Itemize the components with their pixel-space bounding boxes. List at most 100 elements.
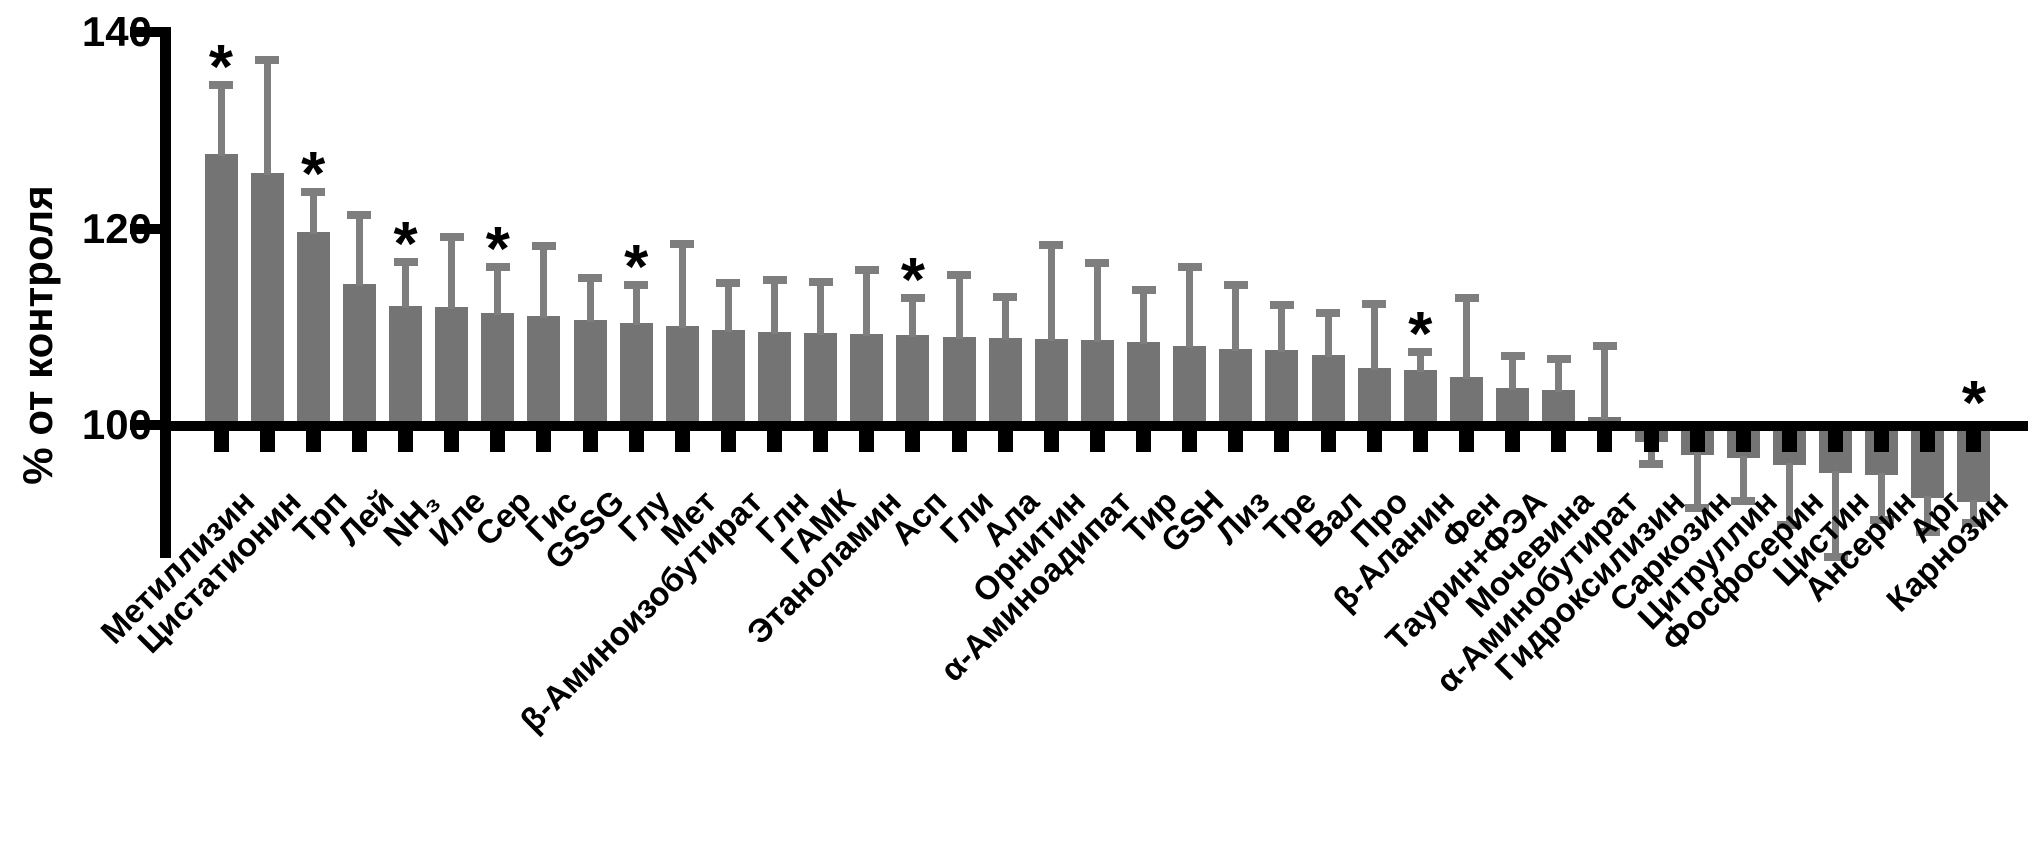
error-bar-stem [863,269,871,336]
error-bar-stem [309,192,317,235]
error-bar-cap [947,270,972,279]
error-bar-cap [1961,519,1986,528]
error-bar-cap [1316,308,1341,317]
bar [1542,389,1576,426]
x-tick [628,430,644,452]
error-bar-cap [1039,241,1064,250]
error-bar-stem [1785,463,1793,526]
x-tick [997,430,1013,452]
x-tick [1505,430,1521,452]
bar [804,332,838,426]
significance-asterisk: * [301,140,326,210]
significance-asterisk: * [1961,369,1986,438]
error-bar-stem [1970,499,1978,524]
error-bar-stem [632,284,640,325]
error-bar-cap [1869,516,1894,525]
error-bar-stem [263,60,271,176]
error-bar-stem [355,214,363,286]
bar [389,306,423,426]
x-tick [1228,430,1244,452]
x-tick [1274,430,1290,452]
error-bar-cap [1223,281,1248,290]
x-tick [1551,430,1567,452]
error-bar-stem [1324,312,1332,358]
error-bar-cap [808,277,833,286]
y-axis-title: % от контроля [14,185,61,485]
y-tick [130,223,161,234]
bar [1080,339,1114,426]
bar [1403,369,1437,426]
error-bar-cap [485,262,510,271]
bar [850,333,884,426]
error-bar-stem [402,261,410,309]
x-tick [398,430,414,452]
x-tick [1920,430,1936,452]
error-bar-stem [909,298,917,337]
error-bar-cap [347,210,372,219]
x-tick [674,430,690,452]
error-bar-cap [301,188,326,197]
bar [1173,346,1207,426]
error-bar-cap [1269,301,1294,310]
x-tick [1459,430,1474,452]
bar [1450,376,1483,426]
bar [1034,338,1068,426]
error-bar-stem [1370,304,1378,370]
error-bar-cap [900,294,925,303]
bar [896,334,930,426]
error-bar-cap [1546,355,1571,364]
error-bar-cap [1685,503,1710,512]
x-tick [1735,430,1751,452]
y-tick-label: 140 [81,8,152,55]
y-tick-label: 100 [81,401,152,448]
error-bar-cap [1731,496,1756,505]
error-bar-stem [1278,305,1286,353]
bar [665,325,699,426]
x-tick [1781,430,1797,452]
error-bar-cap [531,242,556,251]
error-bar-cap [209,81,233,90]
x-tick [813,430,829,452]
x-tick [1597,430,1613,452]
error-bar-cap [578,273,603,282]
bar [711,329,745,426]
error-bar-stem [1463,298,1470,379]
error-bar-cap [1085,258,1110,267]
error-bar-cap [393,257,418,266]
bar [988,337,1022,426]
bar [1311,355,1345,426]
significance-asterisk: * [1408,300,1433,370]
error-bar-cap [854,265,879,274]
error-bar-stem [1878,473,1886,521]
bar [527,315,561,426]
error-bar-stem [1509,356,1517,390]
error-bar-stem [817,281,825,335]
x-tick [351,430,367,452]
x-tick [767,430,783,452]
bar [1127,342,1161,426]
error-bar-stem [586,277,594,322]
error-bar-cap [1592,342,1617,351]
error-bar-stem [1601,346,1609,420]
x-tick [305,430,321,452]
x-tick [444,430,460,452]
error-bar-stem [1047,245,1055,341]
error-bar-stem [1232,285,1240,352]
error-bar-cap [1500,352,1525,361]
error-bar-cap [716,278,741,287]
significance-asterisk: * [624,232,649,302]
bar [758,331,792,426]
error-bar-stem [724,282,732,332]
error-bar-stem [1739,456,1747,501]
bar [573,319,607,426]
x-tick [536,430,552,452]
error-bar-cap [1408,348,1433,357]
error-bar-stem [771,279,779,334]
x-tick [213,430,229,452]
x-tick [720,430,736,452]
error-bar-stem [1924,495,1932,533]
error-bar-stem [217,85,225,156]
bar [619,322,653,426]
error-bar-stem [955,274,963,339]
